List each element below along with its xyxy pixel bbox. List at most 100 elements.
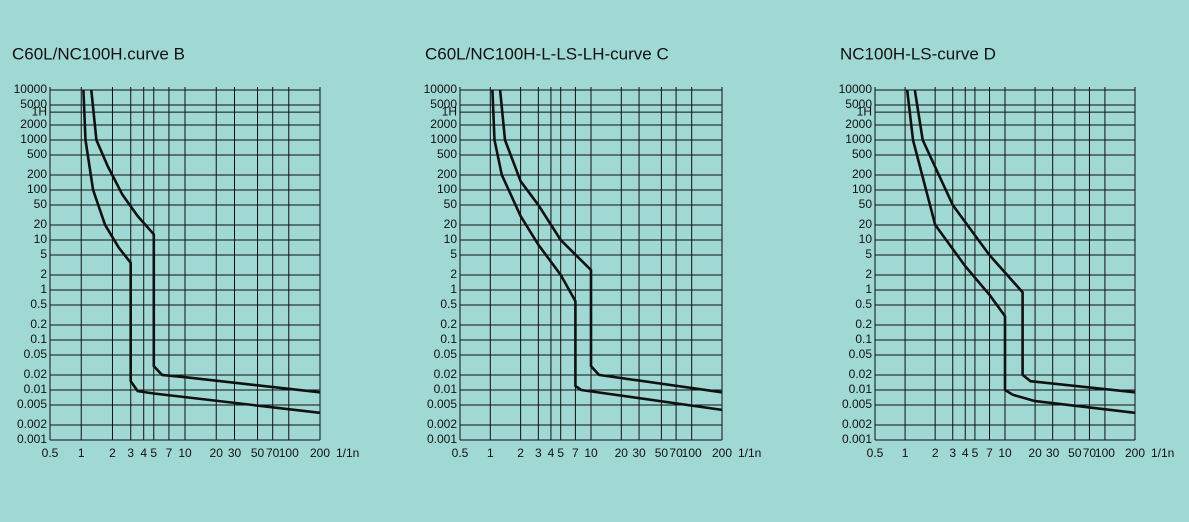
y-tick-label: 0.2: [30, 317, 47, 331]
y-tick-label: 0.02: [849, 367, 873, 381]
y-tick-label: 20: [34, 217, 48, 231]
chart-title: C60L/NC100H.curve B: [12, 44, 185, 63]
x-tick-label: 100: [1095, 446, 1115, 460]
y-tick-label: 50: [859, 197, 873, 211]
y-tick-label: 1: [865, 282, 872, 296]
x-tick-label: 10: [998, 446, 1012, 460]
x-tick-label: 2: [517, 446, 524, 460]
x-tick-label: 30: [632, 446, 646, 460]
curve: [90, 89, 321, 394]
x-tick-label: 50: [1068, 446, 1082, 460]
y-tick-label: 0.01: [24, 382, 48, 396]
y-tick-label: 1000: [20, 132, 47, 146]
x-axis-label: 1/1n: [1151, 446, 1174, 460]
x-tick-label: 3: [535, 446, 542, 460]
y-tick-label: 0.05: [849, 347, 873, 361]
y-tick-label: 2000: [845, 117, 872, 131]
x-tick-label: 4: [962, 446, 969, 460]
y-tick-label: 0.01: [849, 382, 873, 396]
y-tick-label: 2000: [20, 117, 47, 131]
x-tick-label: 2: [932, 446, 939, 460]
x-tick-label: 20: [1028, 446, 1042, 460]
x-tick-label: 50: [655, 446, 669, 460]
x-tick-label: 20: [615, 446, 629, 460]
x-tick-label: 4: [140, 446, 147, 460]
y-tick-label: 50: [444, 197, 458, 211]
y-tick-label: 0.1: [440, 332, 457, 346]
y-tick-label: 200: [852, 167, 872, 181]
y-tick-label: 1H: [857, 104, 872, 118]
y-tick-label: 0.002: [842, 417, 872, 431]
y-tick-label: 10: [444, 232, 458, 246]
x-tick-label: 0.5: [452, 446, 469, 460]
chart-title: NC100H-LS-curve D: [840, 44, 996, 63]
y-tick-label: 0.05: [24, 347, 48, 361]
x-tick-label: 200: [712, 446, 732, 460]
y-tick-label: 10: [34, 232, 48, 246]
y-tick-label: 0.002: [427, 417, 457, 431]
curve: [913, 89, 1136, 394]
y-tick-label: 10000: [839, 82, 873, 96]
y-tick-label: 0.2: [440, 317, 457, 331]
y-tick-label: 500: [437, 147, 457, 161]
x-tick-label: 100: [682, 446, 702, 460]
y-tick-label: 200: [27, 167, 47, 181]
y-tick-label: 0.005: [427, 397, 457, 411]
y-tick-label: 0.5: [855, 297, 872, 311]
x-tick-label: 10: [584, 446, 598, 460]
y-tick-label: 0.002: [17, 417, 47, 431]
y-tick-label: 0.05: [434, 347, 458, 361]
x-axis-label: 1/1n: [336, 446, 359, 460]
x-tick-label: 5: [972, 446, 979, 460]
y-tick-label: 10000: [14, 82, 48, 96]
y-tick-label: 5: [865, 247, 872, 261]
y-tick-label: 1H: [442, 104, 457, 118]
y-tick-label: 2: [40, 267, 47, 281]
y-tick-label: 5000: [20, 97, 47, 111]
y-tick-label: 5: [450, 247, 457, 261]
y-tick-label: 0.1: [855, 332, 872, 346]
x-tick-label: 70: [669, 446, 683, 460]
x-tick-label: 7: [166, 446, 173, 460]
y-tick-label: 500: [27, 147, 47, 161]
curve: [498, 89, 723, 394]
y-tick-label: 20: [444, 217, 458, 231]
x-tick-label: 200: [1125, 446, 1145, 460]
y-tick-label: 1: [40, 282, 47, 296]
y-tick-label: 500: [852, 147, 872, 161]
x-tick-label: 200: [310, 446, 330, 460]
y-tick-label: 0.01: [434, 382, 458, 396]
curve: [82, 89, 321, 415]
x-tick-label: 7: [572, 446, 579, 460]
chart-title: C60L/NC100H-L-LS-LH-curve C: [425, 44, 669, 63]
y-tick-label: 100: [437, 182, 457, 196]
x-tick-label: 0.5: [42, 446, 59, 460]
y-tick-label: 200: [437, 167, 457, 181]
y-tick-label: 0.001: [842, 432, 872, 446]
x-tick-label: 1: [487, 446, 494, 460]
y-tick-label: 0.1: [30, 332, 47, 346]
y-tick-label: 2000: [430, 117, 457, 131]
y-tick-label: 5000: [430, 97, 457, 111]
y-tick-label: 50: [34, 197, 48, 211]
y-tick-label: 0.5: [440, 297, 457, 311]
x-tick-label: 70: [1083, 446, 1097, 460]
y-tick-label: 20: [859, 217, 873, 231]
x-tick-label: 1: [78, 446, 85, 460]
y-tick-label: 10: [859, 232, 873, 246]
x-tick-label: 7: [986, 446, 993, 460]
x-tick-label: 5: [150, 446, 157, 460]
y-tick-label: 2: [865, 267, 872, 281]
x-tick-label: 10: [178, 446, 192, 460]
y-tick-label: 0.005: [842, 397, 872, 411]
y-tick-label: 5: [40, 247, 47, 261]
curve: [491, 89, 723, 412]
y-tick-label: 100: [27, 182, 47, 196]
y-tick-label: 0.001: [17, 432, 47, 446]
y-tick-label: 0.001: [427, 432, 457, 446]
y-tick-label: 100: [852, 182, 872, 196]
y-tick-label: 1000: [845, 132, 872, 146]
x-tick-label: 2: [109, 446, 116, 460]
